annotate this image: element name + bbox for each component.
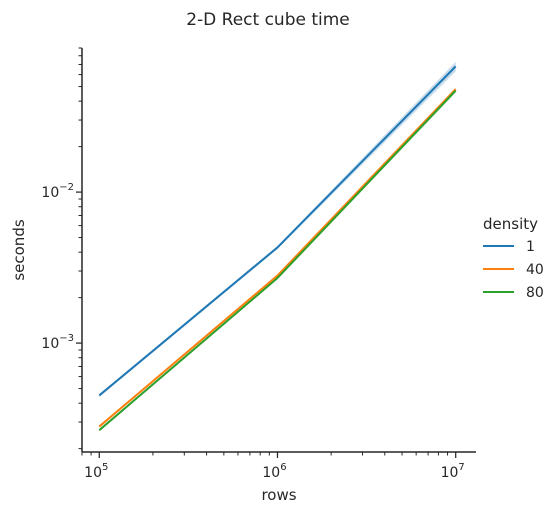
y-tick-label: 10−2 <box>41 182 74 201</box>
legend-label-1: 1 <box>526 239 535 255</box>
legend-item-1: 1 <box>483 239 535 255</box>
chart-title: 2-D Rect cube time <box>186 10 350 30</box>
series-line-1 <box>98 65 457 397</box>
series-lines <box>98 65 457 431</box>
x-axis-label: rows <box>261 486 296 504</box>
x-tick-label: 106 <box>262 462 286 481</box>
legend-items: 1 40 80 <box>483 239 544 301</box>
y-tick-label: 10−3 <box>41 333 74 352</box>
legend: density 1 40 80 <box>483 215 544 301</box>
y-axis-ticks: 10−3 10−2 <box>41 47 82 450</box>
legend-item-40: 40 <box>483 262 544 278</box>
ci-band-40 <box>99 87 456 428</box>
x-tick-label: 105 <box>84 462 108 481</box>
legend-label-80: 80 <box>526 285 544 301</box>
x-tick-label: 107 <box>441 462 465 481</box>
legend-title: density <box>483 215 538 233</box>
x-axis-ticks: 105 106 107 <box>81 452 465 481</box>
legend-item-80: 80 <box>483 285 544 301</box>
legend-label-40: 40 <box>526 262 544 278</box>
series-line-40 <box>98 88 457 428</box>
series-line-80 <box>98 89 457 431</box>
y-axis-label: seconds <box>10 219 28 280</box>
ci-band-1 <box>99 61 456 397</box>
